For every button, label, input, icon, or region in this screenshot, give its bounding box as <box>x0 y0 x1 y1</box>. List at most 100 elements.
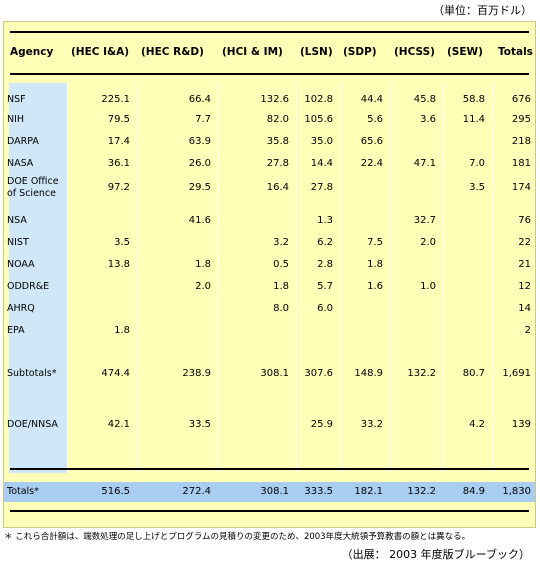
cell-sdp: 65.6 <box>360 136 383 147</box>
data-table: Agency (HEC I&A) (HEC R&D) (HCI & IM) (L… <box>3 21 536 528</box>
agency-name: DARPA <box>7 136 39 147</box>
cell-hci-im: 3.2 <box>273 237 289 248</box>
source-note: （出展： 2003 年度版ブルーブック） <box>341 548 530 561</box>
cell-hec-ia: 474.4 <box>101 368 130 379</box>
cell-total: 22 <box>518 237 531 248</box>
total-all: 1,830 <box>502 486 531 497</box>
agency-name: NIH <box>7 114 25 125</box>
total-hec-rd: 272.4 <box>182 486 211 497</box>
cell-lsn: 5.7 <box>317 281 333 292</box>
cell-total: 295 <box>511 114 531 125</box>
cell-hcss: 1.0 <box>420 281 436 292</box>
cell-sew: 11.4 <box>462 114 485 125</box>
cell-lsn: 2.8 <box>317 259 333 270</box>
agency-name: DOE/NNSA <box>7 419 58 430</box>
cell-hec-ia: 17.4 <box>107 136 130 147</box>
cell-hci-im: 1.8 <box>273 281 289 292</box>
cell-hec-rd: 1.8 <box>195 259 211 270</box>
cell-hci-im: 308.1 <box>260 368 289 379</box>
total-hec-ia: 516.5 <box>101 486 130 497</box>
cell-lsn: 105.6 <box>304 114 333 125</box>
cell-lsn: 35.0 <box>310 136 333 147</box>
cell-sdp: 44.4 <box>360 94 383 105</box>
cell-lsn: 102.8 <box>304 94 333 105</box>
top-rule <box>10 31 529 33</box>
cell-hci-im: 27.8 <box>266 158 289 169</box>
col-hcss: (HCSS) <box>394 46 435 58</box>
cell-total: 174 <box>511 182 531 193</box>
cell-lsn: 25.9 <box>310 419 333 430</box>
cell-sdp: 1.6 <box>367 281 383 292</box>
cell-total: 2 <box>524 325 531 336</box>
cell-hec-ia: 36.1 <box>107 158 130 169</box>
cell-sdp: 33.2 <box>360 419 383 430</box>
totals-rule-top <box>10 468 529 470</box>
cell-hec-ia: 3.5 <box>114 237 130 248</box>
cell-total: 76 <box>518 215 531 226</box>
col-sew: (SEW) <box>447 46 483 58</box>
cell-hcss: 47.1 <box>413 158 436 169</box>
cell-lsn: 1.3 <box>317 215 333 226</box>
cell-sew: 3.5 <box>469 182 485 193</box>
agency-name: DOE Office of Science <box>7 176 59 200</box>
cell-total: 14 <box>518 303 531 314</box>
cell-hci-im: 132.6 <box>260 94 289 105</box>
cell-sew: 7.0 <box>469 158 485 169</box>
agency-band <box>9 83 67 473</box>
cell-sdp: 7.5 <box>367 237 383 248</box>
cell-total: 181 <box>511 158 531 169</box>
cell-sew: 4.2 <box>469 419 485 430</box>
cell-hec-rd: 2.0 <box>195 281 211 292</box>
col-totals: Totals <box>498 46 533 58</box>
totals-row: Totals* 516.5 272.4 308.1 333.5 182.1 13… <box>4 482 535 502</box>
total-hcss: 132.2 <box>407 486 436 497</box>
cell-total: 139 <box>511 419 531 430</box>
cell-hec-ia: 1.8 <box>114 325 130 336</box>
agency-name: Subtotals* <box>7 368 57 379</box>
cell-hcss: 45.8 <box>413 94 436 105</box>
total-sdp: 182.1 <box>354 486 383 497</box>
cell-total: 218 <box>511 136 531 147</box>
totals-label: Totals* <box>7 486 39 497</box>
cell-hci-im: 82.0 <box>266 114 289 125</box>
agency-name: AHRQ <box>7 303 35 314</box>
cell-hec-rd: 29.5 <box>188 182 211 193</box>
cell-lsn: 6.2 <box>317 237 333 248</box>
agency-name: ODDR&E <box>7 281 50 292</box>
cell-hec-ia: 79.5 <box>107 114 130 125</box>
cell-hci-im: 0.5 <box>273 259 289 270</box>
col-agency: Agency <box>10 46 54 58</box>
unit-label: （単位：百万ドル） <box>433 4 532 17</box>
cell-total: 12 <box>518 281 531 292</box>
header-row: Agency (HEC I&A) (HEC R&D) (HCI & IM) (L… <box>4 46 535 62</box>
agency-name: NSF <box>7 94 26 105</box>
agency-name: NASA <box>7 158 34 169</box>
cell-hec-rd: 7.7 <box>195 114 211 125</box>
cell-hec-ia: 97.2 <box>107 182 130 193</box>
cell-sdp: 5.6 <box>367 114 383 125</box>
cell-sew: 58.8 <box>462 94 485 105</box>
agency-name: EPA <box>7 325 25 336</box>
total-lsn: 333.5 <box>304 486 333 497</box>
cell-lsn: 6.0 <box>317 303 333 314</box>
total-hci-im: 308.1 <box>260 486 289 497</box>
cell-hci-im: 35.8 <box>266 136 289 147</box>
cell-sew: 80.7 <box>462 368 485 379</box>
cell-hcss: 132.2 <box>407 368 436 379</box>
agency-name: NSA <box>7 215 27 226</box>
bottom-rule <box>10 510 529 512</box>
col-hec-rd: (HEC R&D) <box>141 46 204 58</box>
cell-hec-ia: 42.1 <box>107 419 130 430</box>
col-hci-im: (HCI & IM) <box>222 46 283 58</box>
cell-hcss: 32.7 <box>413 215 436 226</box>
cell-hec-rd: 33.5 <box>188 419 211 430</box>
cell-lsn: 307.6 <box>304 368 333 379</box>
cell-total: 21 <box>518 259 531 270</box>
cell-total: 676 <box>511 94 531 105</box>
cell-hec-ia: 13.8 <box>107 259 130 270</box>
cell-hcss: 3.6 <box>420 114 436 125</box>
col-lsn: (LSN) <box>300 46 333 58</box>
cell-hci-im: 16.4 <box>266 182 289 193</box>
cell-lsn: 14.4 <box>310 158 333 169</box>
agency-name-line: DOE Office <box>7 176 59 187</box>
